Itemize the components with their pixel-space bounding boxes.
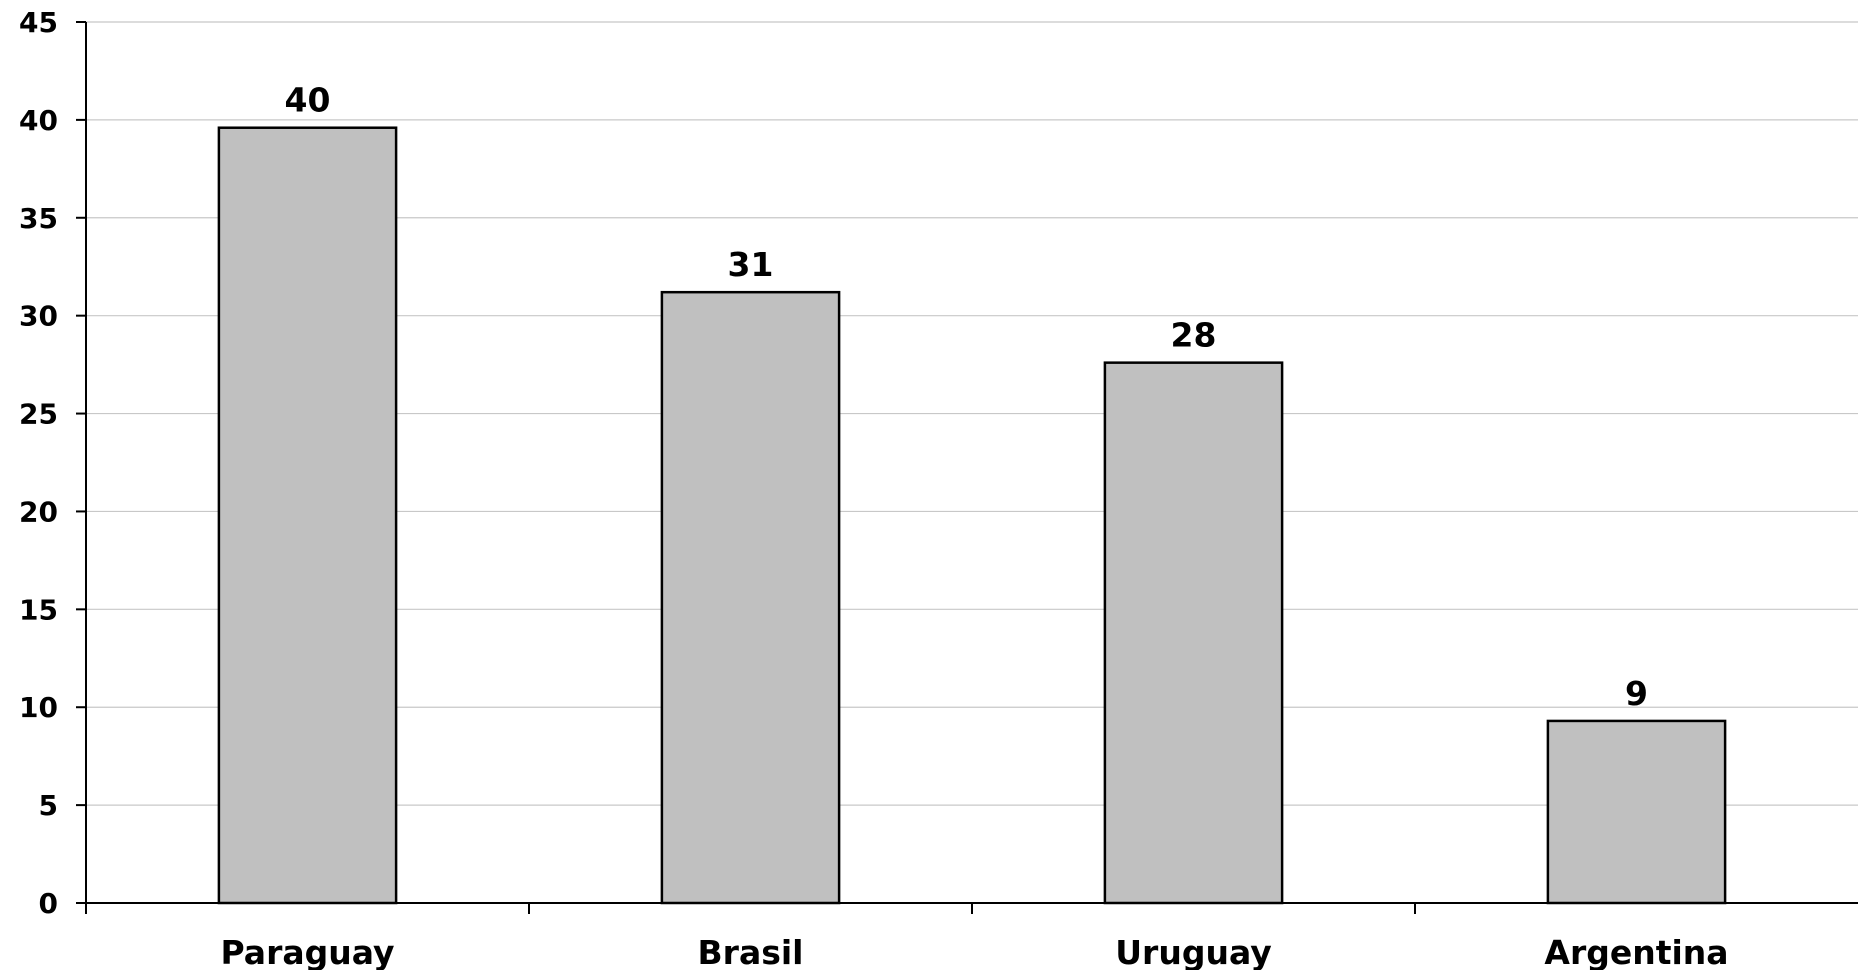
y-tick-label: 40 (19, 104, 58, 137)
data-label-brasil: 31 (728, 245, 774, 284)
y-tick-label: 25 (19, 398, 58, 431)
bar-argentina (1546, 719, 1727, 905)
bar-uruguay (1103, 361, 1284, 905)
bars (217, 126, 1727, 905)
y-tick-label: 45 (19, 6, 58, 39)
labels: 0 5 10 15 20 25 30 35 40 45 40 Paraguay 31 Brasil 28 Ur… (19, 6, 1729, 970)
axes (76, 21, 1858, 914)
data-label-argentina: 9 (1625, 674, 1648, 713)
x-tick-label-argentina: Argentina (1544, 933, 1728, 970)
x-tick-label-uruguay: Uruguay (1115, 933, 1271, 970)
y-tick-label: 20 (19, 495, 58, 528)
data-label-paraguay: 40 (285, 81, 331, 120)
x-tick-label-paraguay: Paraguay (221, 933, 395, 970)
x-tick-label-brasil: Brasil (698, 933, 804, 970)
y-tick-label: 30 (19, 300, 58, 333)
y-tick-label: 0 (39, 887, 58, 920)
y-tick-label: 15 (19, 593, 58, 626)
y-tick-label: 10 (19, 691, 58, 724)
bar-brasil (660, 290, 841, 905)
data-label-uruguay: 28 (1171, 316, 1217, 355)
y-tick-label: 35 (19, 202, 58, 235)
bar-paraguay (217, 126, 398, 905)
y-tick-label: 5 (39, 789, 58, 822)
